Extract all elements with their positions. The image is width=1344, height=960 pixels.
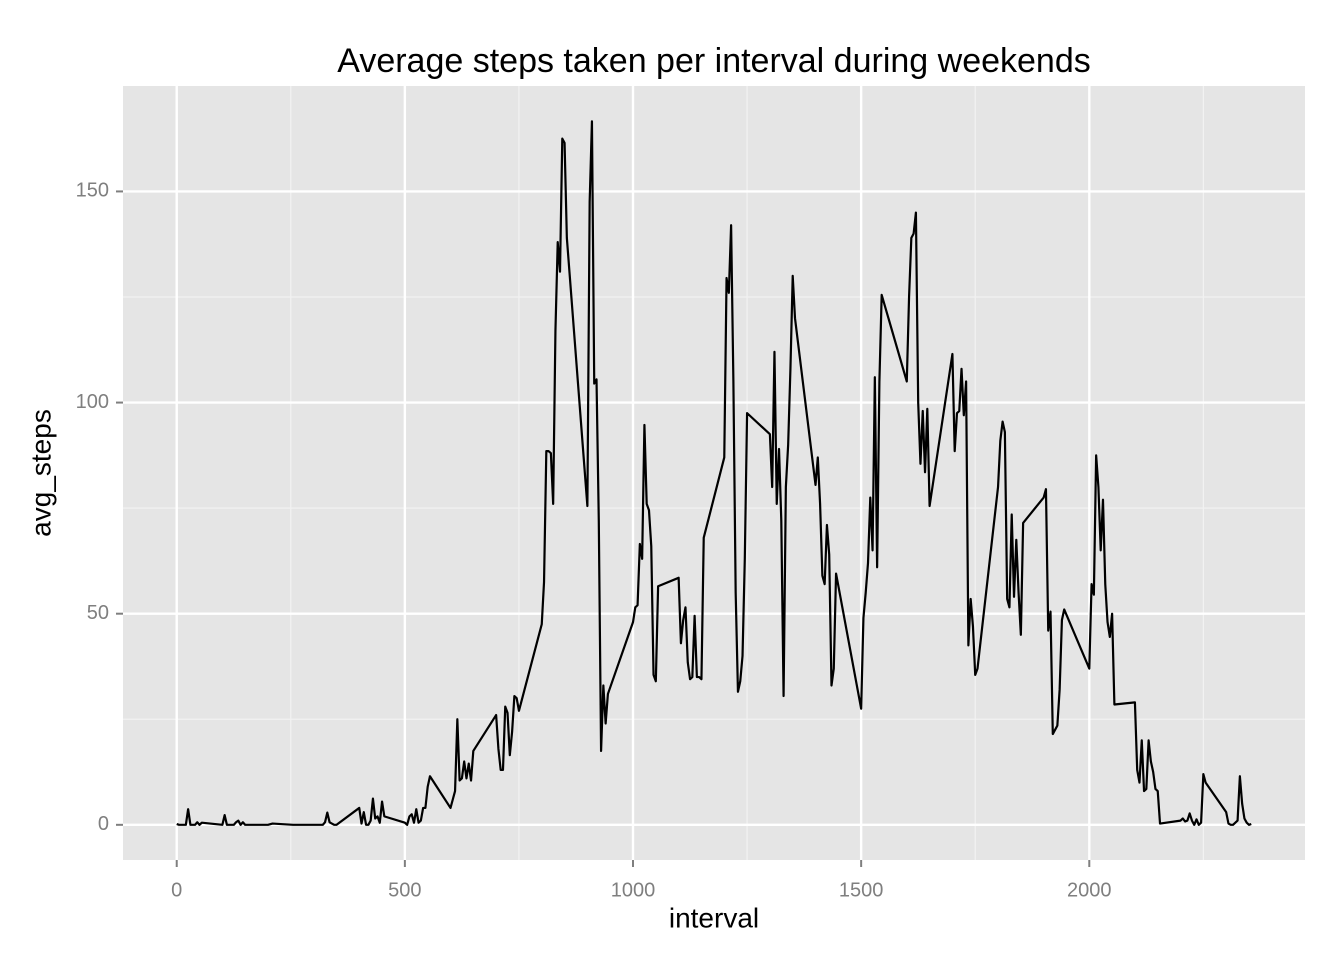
x-tick-label: 0 [171,879,182,901]
x-tick-label: 2000 [1067,879,1112,901]
y-tick-label: 100 [76,391,109,413]
chart-title: Average steps taken per interval during … [337,42,1091,80]
plot-panel [123,86,1305,860]
y-tick-label: 50 [87,602,109,624]
y-tick-label: 150 [76,180,109,202]
y-tick-label: 0 [98,813,109,835]
x-tick-label: 1500 [839,879,884,901]
x-tick-label: 1000 [611,879,656,901]
x-axis-title: interval [669,902,759,933]
data-line [176,120,1252,826]
y-axis-title: avg_steps [25,409,56,537]
x-tick-label: 500 [388,879,421,901]
